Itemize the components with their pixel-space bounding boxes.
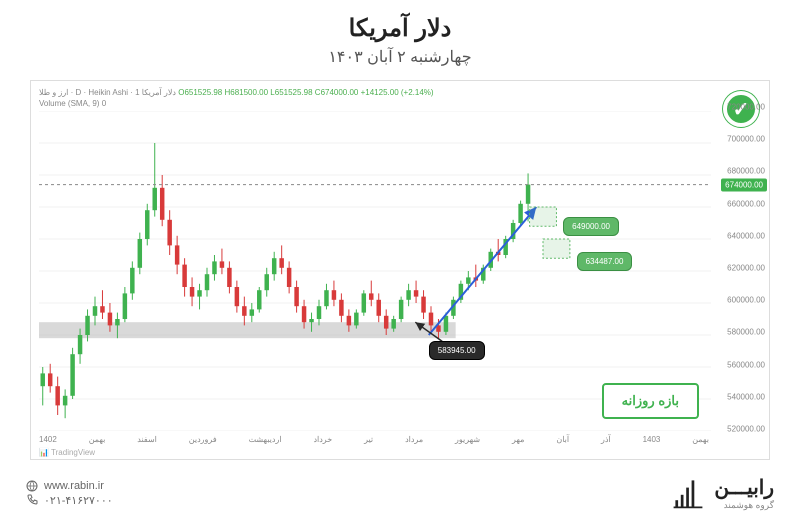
x-tick: فروردین [189,435,217,447]
y-axis: 720000.00700000.00680000.00660000.006400… [715,107,767,429]
x-tick: 1403 [643,435,661,447]
y-tick: 580000.00 [727,328,765,337]
symbol-line: ارز و طلا · D · Heikin Ashi · دلار آمریك… [39,88,176,97]
y-tick: 680000.00 [727,167,765,176]
brand-name: رابیـــن [714,475,774,500]
x-tick: خرداد [313,435,332,447]
y-tick: 720000.00 [727,103,765,112]
header: دلار آمریکا چهارشنبه ۲ آبان ۱۴۰۳ [0,0,800,75]
footer-contact: www.rabin.ir ۰۲۱-۴۱۶۲۷۰۰۰ [26,480,113,507]
y-tick: 560000.00 [727,360,765,369]
x-tick: مرداد [405,435,423,447]
x-tick: شهریور [455,435,480,447]
x-tick: 1402 [39,435,57,447]
x-tick: بهمن [89,435,106,447]
y-tick: 640000.00 [727,231,765,240]
footer-brand: رابیـــن گروه هوشمند [670,475,774,511]
brand-sub: گروه هوشمند [714,500,774,511]
y-tick: 660000.00 [727,199,765,208]
timeframe-label: بازه روزانه [602,383,699,419]
chart-header: ارز و طلا · D · Heikin Ashi · دلار آمریك… [39,87,434,109]
x-tick: مهر [512,435,524,447]
x-axis: 1402 بهمن اسفند فروردین اردیبهشت خرداد تیر مردا… [39,435,709,447]
annotation-target2: 634487.00 [577,252,633,271]
y-tick: 700000.00 [727,135,765,144]
page-title: دلار آمریکا [0,14,800,43]
x-tick: آبان [556,435,569,447]
y-tick: 600000.00 [727,296,765,305]
x-tick: اسفند [137,435,157,447]
phone-text: ۰۲۱-۴۱۶۲۷۰۰۰ [44,494,113,507]
brand-logo-icon [670,475,706,511]
ohlc-text: O651525.98 H681500.00 L651525.98 C674000… [178,88,433,97]
chart-container: ارز و طلا · D · Heikin Ashi · دلار آمریك… [30,80,770,460]
y-tick: 520000.00 [727,425,765,434]
footer: www.rabin.ir ۰۲۱-۴۱۶۲۷۰۰۰ رابیـــن گروه … [0,469,800,517]
current-price-tag: 674000.00 [721,178,767,191]
x-tick: آذر [601,435,611,447]
volume-line: Volume (SMA, 9) 0 [39,98,434,109]
annotation-target1: 649000.00 [563,217,619,236]
x-tick: اردیبهشت [249,435,282,447]
x-tick: بهمن [692,435,709,447]
globe-icon [26,480,38,492]
x-tick: تیر [364,435,373,447]
tradingview-logo: 📊 TradingView [39,448,95,457]
y-tick: 540000.00 [727,392,765,401]
annotation-low: 583945.00 [429,341,485,360]
website-text: www.rabin.ir [44,480,104,492]
page-subtitle: چهارشنبه ۲ آبان ۱۴۰۳ [0,47,800,67]
y-tick: 620000.00 [727,264,765,273]
phone-icon [26,494,38,506]
